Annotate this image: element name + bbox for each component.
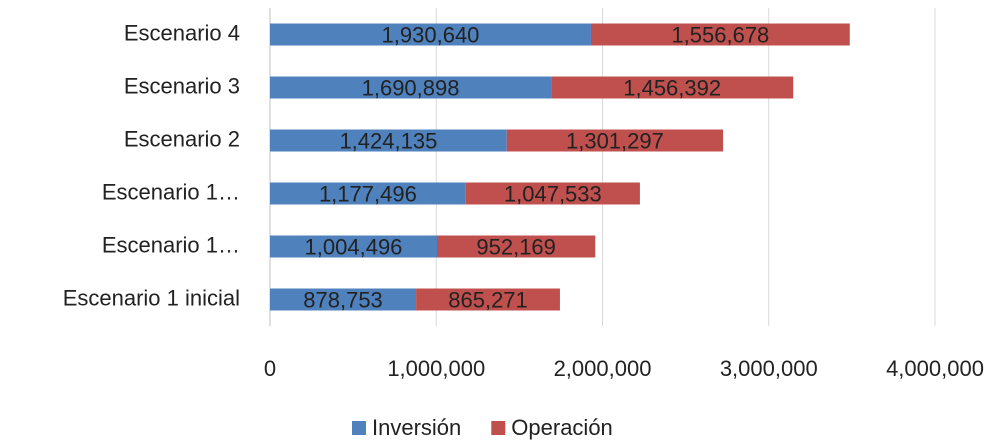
bar-label: 878,753: [303, 287, 383, 312]
bar-label: 1,556,678: [671, 22, 769, 47]
y-tick-label: Escenario 1 inicial: [63, 285, 240, 310]
bar: [270, 235, 437, 258]
x-tick-label: 0: [264, 356, 276, 381]
bar-label: 1,177,496: [319, 181, 417, 206]
x-tick-label: 2,000,000: [554, 356, 652, 381]
legend-swatch: [491, 421, 506, 435]
bar-label: 1,004,496: [305, 234, 403, 259]
bar-label: 1,047,533: [504, 181, 602, 206]
bar-label: 1,690,898: [362, 75, 460, 100]
legend-label: Operación: [511, 415, 613, 440]
bar: [270, 23, 591, 46]
y-tick-label: Escenario 1…: [102, 232, 240, 257]
legend-swatch: [352, 421, 366, 435]
y-tick-label: Escenario 3: [124, 73, 240, 98]
bar: [551, 76, 794, 99]
bar: [270, 288, 417, 311]
y-tick-label: Escenario 2: [124, 126, 240, 151]
bar-label: 952,169: [476, 234, 556, 259]
bar: [465, 182, 640, 205]
bar: [590, 23, 850, 46]
x-tick-label: 3,000,000: [720, 356, 818, 381]
bar: [416, 288, 560, 311]
bar: [436, 235, 596, 258]
bar: [270, 182, 466, 205]
y-tick-label: Escenario 4: [124, 20, 240, 45]
bar: [270, 129, 507, 152]
bar-label: 1,456,392: [623, 75, 721, 100]
bar: [506, 129, 724, 152]
x-tick-label: 4,000,000: [886, 356, 984, 381]
y-tick-label: Escenario 1…: [102, 179, 240, 204]
bar-label: 1,424,135: [339, 128, 437, 153]
bar-label: 1,301,297: [566, 128, 664, 153]
legend-label: Inversión: [372, 415, 461, 440]
bar-label: 1,930,640: [382, 22, 480, 47]
bar: [270, 76, 552, 99]
x-tick-label: 1,000,000: [387, 356, 485, 381]
bar-label: 865,271: [448, 287, 528, 312]
